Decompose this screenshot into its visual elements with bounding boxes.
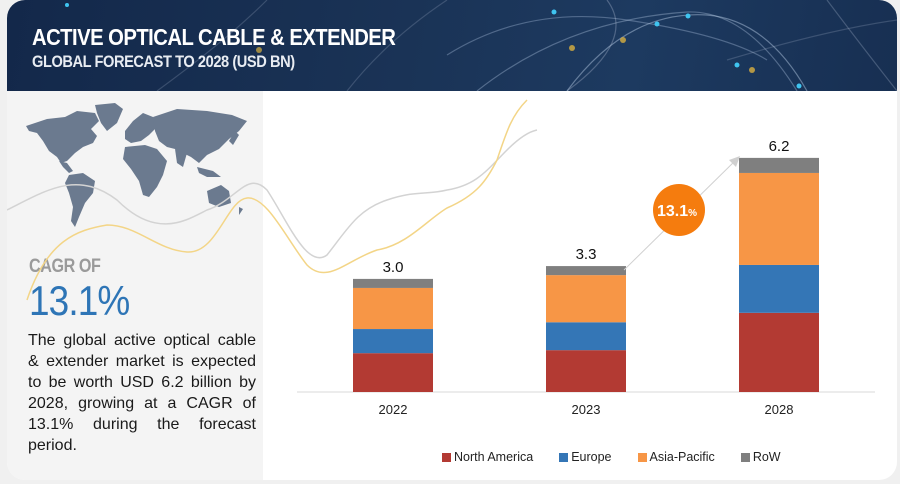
- legend-swatch: [740, 452, 750, 462]
- cagr-bubble-value: 13.1: [657, 203, 688, 220]
- stacked-bar-chart: 3.0 2022 3.3 2023 6.2 2028 13.1%: [297, 138, 875, 417]
- bar-segment-asia-pacific-2022: [353, 287, 433, 330]
- bar-segment-asia-pacific-2028: [739, 172, 819, 265]
- x-tick-label: 2022: [379, 402, 408, 417]
- bar-total-label: 3.3: [576, 246, 597, 263]
- legend-item-north-america: North America: [442, 450, 533, 464]
- cagr-bubble: [653, 184, 705, 236]
- bar-segment-north-america-2028: [739, 312, 819, 392]
- market-description: The global active optical cable & extend…: [28, 332, 256, 454]
- x-tick-label: 2023: [572, 402, 601, 417]
- header-banner: ACTIVE OPTICAL CABLE & EXTENDER GLOBAL F…: [7, 0, 897, 91]
- bar-segment-north-america-2022: [353, 353, 433, 392]
- page-subtitle: GLOBAL FORECAST TO 2028 (USD BN): [32, 52, 295, 71]
- legend-label: RoW: [752, 450, 781, 464]
- bar-total-label: 6.2: [769, 138, 790, 155]
- legend-item-europe: Europe: [559, 450, 612, 464]
- chart-legend: North America Europe Asia-Pacific RoW: [442, 450, 781, 464]
- bar-segment-europe-2028: [739, 264, 819, 313]
- bar-segment-row-2028: [739, 157, 819, 173]
- legend-label: Asia-Pacific: [649, 450, 715, 464]
- legend-swatch: [637, 452, 647, 462]
- page-title: ACTIVE OPTICAL CABLE & EXTENDER: [32, 24, 396, 50]
- bar-segment-row-2022: [353, 278, 433, 288]
- legend-swatch: [442, 452, 451, 462]
- fiber-optic-background: [65, 0, 897, 91]
- bar-segment-north-america-2023: [546, 350, 626, 392]
- legend-label: North America: [454, 450, 534, 464]
- bar-total-label: 3.0: [383, 259, 404, 276]
- cagr-bubble-suffix: %: [688, 208, 697, 219]
- legend-swatch: [559, 452, 569, 462]
- cagr-bubble-text: 13.1%: [657, 203, 697, 220]
- growth-arrow-head: [729, 156, 740, 167]
- bar-segment-europe-2022: [353, 329, 433, 354]
- legend-label: Europe: [571, 450, 612, 464]
- x-tick-label: 2028: [765, 402, 794, 417]
- bar-segment-europe-2023: [546, 322, 626, 351]
- cagr-annotation: 13.1%: [623, 156, 740, 271]
- legend-item-asia-pacific: Asia-Pacific: [637, 450, 715, 464]
- infographic-card: ACTIVE OPTICAL CABLE & EXTENDER GLOBAL F…: [7, 0, 897, 480]
- bar-segment-row-2023: [546, 266, 626, 276]
- bar-segment-asia-pacific-2023: [546, 275, 626, 323]
- legend-item-row: RoW: [740, 450, 781, 464]
